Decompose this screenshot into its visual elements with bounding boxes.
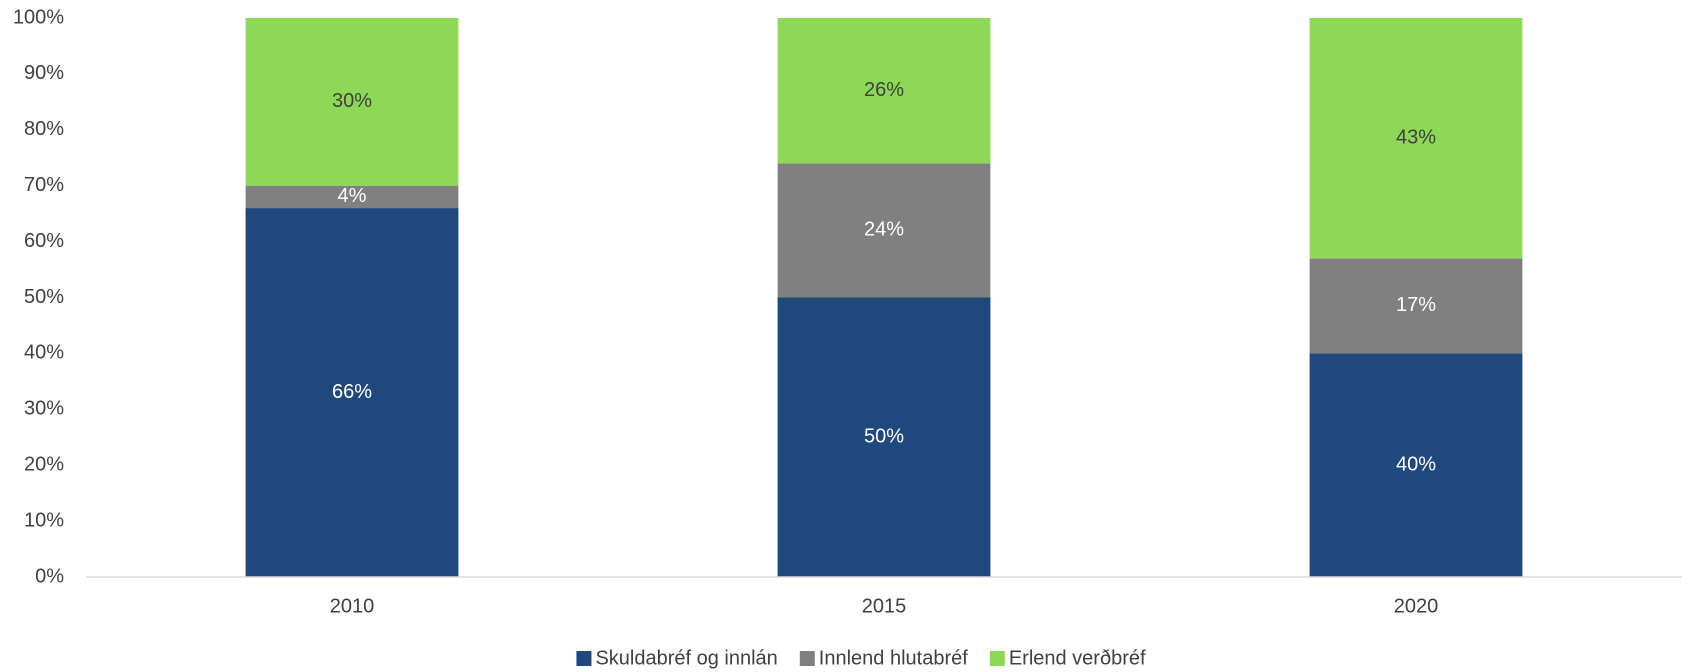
x-tick-label: 2015 <box>862 595 907 617</box>
y-tick-label: 0% <box>35 565 64 587</box>
bar-segment <box>245 18 459 186</box>
legend-label: Skuldabréf og innlán <box>595 647 777 669</box>
bar-segment <box>777 297 991 577</box>
y-tick-label: 70% <box>24 174 64 196</box>
y-tick-label: 50% <box>24 286 64 308</box>
x-tick-label: 2020 <box>1394 595 1439 617</box>
x-tick-label: 2010 <box>330 595 375 617</box>
bar-segment <box>245 208 459 577</box>
bar-segment <box>1309 18 1523 259</box>
data-label: 24% <box>864 219 904 241</box>
y-tick-label: 80% <box>24 118 64 140</box>
bar-segment <box>1309 353 1523 577</box>
data-label: 50% <box>864 426 904 448</box>
legend-label: Erlend verðbréf <box>1009 647 1146 669</box>
legend-label: Innlend hlutabréf <box>819 647 968 669</box>
data-label: 26% <box>864 79 904 101</box>
data-label: 40% <box>1396 453 1436 475</box>
y-tick-label: 10% <box>24 509 64 531</box>
y-tick-label: 100% <box>13 6 64 28</box>
bar-segment <box>1309 258 1523 354</box>
data-label: 4% <box>338 185 367 207</box>
bar-segment <box>777 18 991 164</box>
data-label: 43% <box>1396 126 1436 148</box>
y-tick-label: 60% <box>24 230 64 252</box>
data-label: 30% <box>332 90 372 112</box>
legend-swatch <box>799 651 815 666</box>
y-tick-label: 30% <box>24 398 64 420</box>
bar-segment <box>245 185 459 209</box>
data-label: 66% <box>332 381 372 403</box>
legend-swatch <box>989 651 1005 666</box>
legend-swatch <box>576 651 592 666</box>
y-tick-label: 20% <box>24 453 64 475</box>
data-label: 17% <box>1396 294 1436 316</box>
y-tick-label: 90% <box>24 62 64 84</box>
y-tick-label: 40% <box>24 342 64 364</box>
bar-segment <box>777 163 991 298</box>
